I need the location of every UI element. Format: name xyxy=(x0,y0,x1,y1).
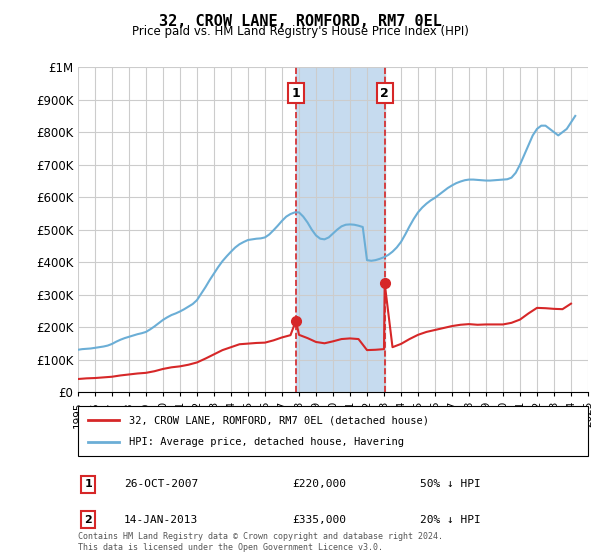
Text: Price paid vs. HM Land Registry's House Price Index (HPI): Price paid vs. HM Land Registry's House … xyxy=(131,25,469,38)
Text: 14-JAN-2013: 14-JAN-2013 xyxy=(124,515,198,525)
Text: £220,000: £220,000 xyxy=(292,479,346,489)
Text: 32, CROW LANE, ROMFORD, RM7 0EL (detached house): 32, CROW LANE, ROMFORD, RM7 0EL (detache… xyxy=(129,415,429,425)
Text: 50% ↓ HPI: 50% ↓ HPI xyxy=(420,479,481,489)
Text: HPI: Average price, detached house, Havering: HPI: Average price, detached house, Have… xyxy=(129,437,404,447)
Text: 2: 2 xyxy=(85,515,92,525)
Bar xyxy=(296,67,385,392)
Text: 1: 1 xyxy=(292,87,301,100)
Text: 32, CROW LANE, ROMFORD, RM7 0EL: 32, CROW LANE, ROMFORD, RM7 0EL xyxy=(158,14,442,29)
Text: 20% ↓ HPI: 20% ↓ HPI xyxy=(420,515,481,525)
FancyBboxPatch shape xyxy=(78,406,588,456)
Text: 26-OCT-2007: 26-OCT-2007 xyxy=(124,479,198,489)
Text: £335,000: £335,000 xyxy=(292,515,346,525)
Text: 1: 1 xyxy=(85,479,92,489)
Text: Contains HM Land Registry data © Crown copyright and database right 2024.
This d: Contains HM Land Registry data © Crown c… xyxy=(78,532,443,552)
Text: 2: 2 xyxy=(380,87,389,100)
